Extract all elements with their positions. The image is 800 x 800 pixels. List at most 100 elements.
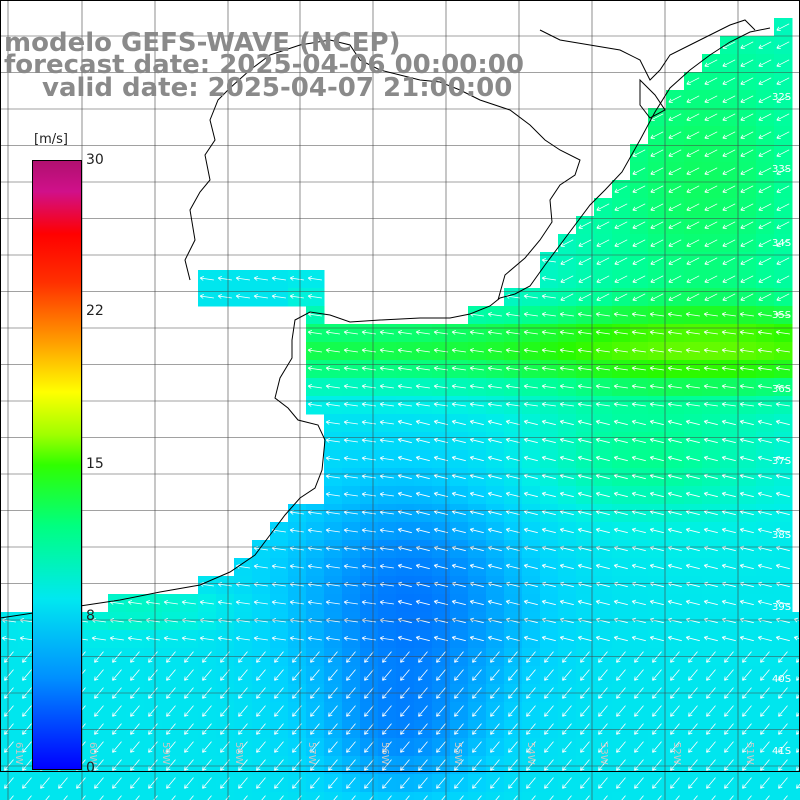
wind-arrow [649,366,664,371]
wind-arrow [685,419,700,426]
wind-arrow [235,600,250,605]
wind-arrow [397,491,412,498]
wind-arrow [325,384,340,389]
wind-arrow [328,777,338,789]
wind-arrow [667,599,682,606]
wind-arrow [758,113,772,121]
wind-arrow [580,777,590,789]
wind-arrow [775,437,790,444]
wind-arrow [4,777,14,789]
wind-arrow [559,599,574,606]
wind-arrow [703,366,718,371]
wind-arrow [202,669,212,681]
wind-arrow [379,402,394,407]
wind-arrow [153,795,158,800]
wind-arrow [397,527,412,534]
wind-arrow [559,330,574,335]
wind-arrow [418,777,428,789]
wind-arrow [650,239,664,247]
wind-arrow [199,600,214,605]
wind-arrow [668,113,682,121]
wind-arrow [776,203,790,211]
wind-arrow [364,669,374,681]
wind-arrow [740,77,754,85]
wind-arrow [433,599,448,606]
wind-arrow [523,330,538,335]
wind-arrow [343,348,358,353]
wind-arrow [415,402,430,407]
wind-arrow [595,348,610,353]
wind-arrow [598,669,608,681]
wind-arrow [775,635,790,642]
wind-cell [90,792,109,800]
wind-arrow [310,723,320,735]
wind-arrow [207,795,212,800]
wind-arrow [758,203,772,211]
wind-arrow [9,795,14,800]
wind-arrow [310,741,320,753]
wind-arrow [686,185,700,193]
wind-arrow [382,741,392,753]
wind-arrow [271,636,286,641]
wind-arrow [686,239,700,247]
wind-arrow [634,741,644,753]
wind-arrow [433,455,448,462]
wind-arrow [544,777,554,789]
wind-arrow [202,759,212,771]
wind-arrow [490,651,500,663]
wind-arrow [235,294,250,299]
wind-arrow [253,294,268,299]
wind-arrow [526,651,536,663]
wind-arrow [703,599,718,606]
wind-arrow [166,723,176,735]
wind-arrow [22,777,32,789]
wind-arrow [577,402,592,407]
wind-arrow [632,221,646,229]
wind-arrow [415,599,430,606]
wind-cell [36,792,55,800]
wind-arrow [4,669,14,681]
wind-cell [792,756,800,775]
wind-arrow [776,239,790,247]
wind-arrow [253,276,268,281]
wind-arrow [541,599,556,606]
wind-arrow [433,348,448,353]
wind-arrow [688,651,698,663]
wind-arrow [703,437,718,444]
wind-arrow [217,600,232,605]
wind-arrow [632,149,646,157]
wind-arrow [487,419,502,426]
wind-arrow [685,599,700,606]
wind-arrow [487,563,502,570]
wind-arrow [722,185,736,193]
wind-arrow [490,741,500,753]
wind-arrow [469,330,484,335]
wind-arrow [649,419,664,426]
wind-arrow [577,599,592,606]
wind-arrow [256,723,266,735]
wind-arrow [544,759,554,771]
wind-arrow [613,563,628,570]
wind-arrow [776,275,790,283]
wind-arrow [523,419,538,426]
wind-arrow [505,330,520,335]
wind-arrow [760,723,770,735]
wind-cell [270,792,289,800]
wind-arrow [668,257,682,265]
wind-arrow [667,402,682,407]
wind-arrow [670,759,680,771]
wind-arrow [451,437,466,444]
wind-arrow [758,221,772,229]
wind-arrow [364,777,374,789]
wind-arrow [706,705,716,717]
wind-arrow [595,455,610,462]
wind-arrow [724,651,734,663]
wind-arrow [686,221,700,229]
coastline-argentina-river [0,27,771,619]
wind-arrow [649,455,664,462]
axis-labels: 32S 33S 34S 35S 36S 37S 38S 39S 40S 41S 61W 60W 59W 5… [13,92,791,765]
wind-cell [234,792,253,800]
wind-arrow [721,563,736,570]
wind-arrow [418,669,428,681]
wind-cell [702,792,721,800]
